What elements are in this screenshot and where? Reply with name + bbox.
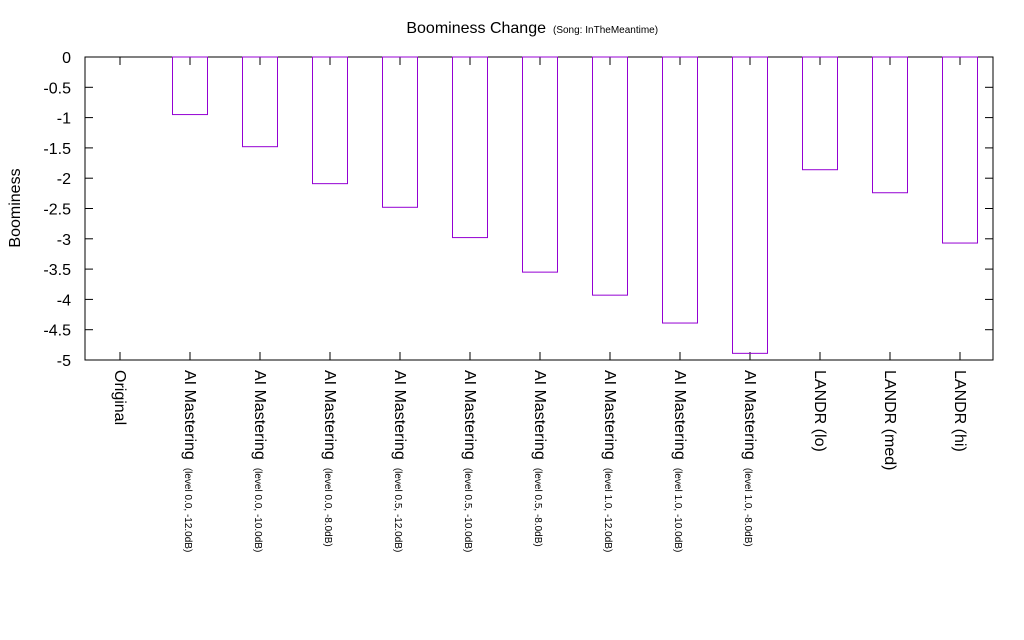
y-tick-label: -5 (57, 353, 71, 370)
y-tick-label: 0 (62, 50, 71, 67)
chart-subtitle: (Song: InTheMeantime) (553, 25, 658, 36)
category-sublabel: (level 0.5, -10.0dB) (462, 468, 473, 553)
bar (872, 56, 908, 194)
y-tick-label: -1 (57, 111, 71, 128)
category-label: LANDR (hi) (951, 370, 968, 452)
category-label: AI Mastering(level 1.0, -12.0dB) (601, 370, 618, 552)
category-label: AI Mastering(level 0.0, -8.0dB) (321, 370, 338, 547)
category-label: AI Mastering(level 0.5, -12.0dB) (391, 370, 408, 552)
category-label: Original (111, 370, 128, 425)
y-tick-label: -2 (57, 171, 71, 188)
y-tick-label: -4.5 (43, 323, 71, 340)
category-sublabel: (level 0.0, -12.0dB) (182, 468, 193, 553)
bar (662, 56, 698, 324)
y-tick-label: -3.5 (43, 262, 71, 279)
category-sublabel: (level 0.5, -8.0dB) (532, 468, 543, 547)
category-label: AI Mastering(level 0.0, -10.0dB) (251, 370, 268, 552)
category-sublabel: (level 1.0, -12.0dB) (602, 468, 613, 553)
bar (382, 56, 418, 208)
bar (312, 56, 348, 185)
bar (242, 56, 278, 148)
bar (592, 56, 628, 296)
y-tick-label: -0.5 (43, 80, 71, 97)
bar (732, 56, 768, 354)
bar (802, 56, 838, 171)
category-label: LANDR (lo) (811, 370, 828, 452)
y-tick-label: -2.5 (43, 202, 71, 219)
bar (452, 56, 488, 239)
category-sublabel: (level 0.0, -10.0dB) (252, 468, 263, 553)
chart-title: Boominess Change (406, 20, 546, 37)
y-axis-label: Boominess (7, 168, 24, 247)
y-tick-label: -4 (57, 292, 71, 309)
category-label: AI Mastering(level 1.0, -10.0dB) (671, 370, 688, 552)
category-label: AI Mastering(level 0.5, -10.0dB) (461, 370, 478, 552)
category-label: AI Mastering(level 1.0, -8.0dB) (741, 370, 758, 547)
category-sublabel: (level 0.0, -8.0dB) (322, 468, 333, 547)
bar (522, 56, 558, 273)
bar (172, 56, 208, 116)
plot-frame (84, 56, 994, 361)
category-label: AI Mastering(level 0.5, -8.0dB) (531, 370, 548, 547)
category-sublabel: (level 1.0, -8.0dB) (742, 468, 753, 547)
y-tick-label: -3 (57, 232, 71, 249)
bar (942, 56, 978, 244)
y-tick-label: -1.5 (43, 141, 71, 158)
category-label: AI Mastering(level 0.0, -12.0dB) (181, 370, 198, 552)
category-sublabel: (level 1.0, -10.0dB) (672, 468, 683, 553)
category-label: LANDR (med) (881, 370, 898, 470)
category-sublabel: (level 0.5, -12.0dB) (392, 468, 403, 553)
